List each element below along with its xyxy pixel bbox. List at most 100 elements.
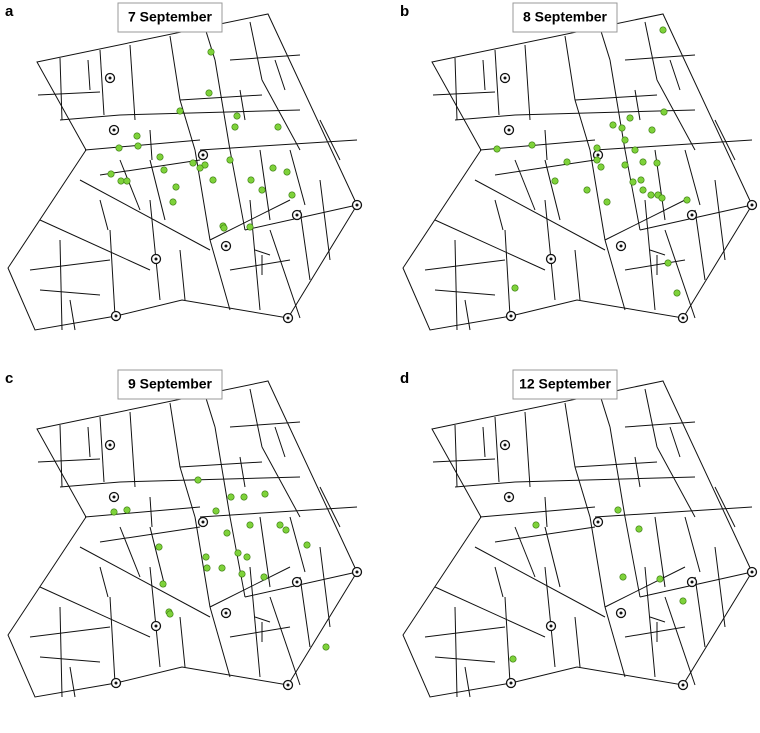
pump-center bbox=[286, 316, 290, 320]
street bbox=[239, 456, 246, 488]
street bbox=[514, 476, 696, 483]
case-dot bbox=[614, 506, 622, 514]
street bbox=[319, 179, 331, 261]
street bbox=[574, 616, 581, 668]
street bbox=[249, 199, 261, 311]
street bbox=[179, 99, 196, 151]
pump-center bbox=[596, 520, 600, 524]
case-dot bbox=[207, 48, 215, 56]
street bbox=[664, 596, 696, 686]
case-dot bbox=[233, 112, 241, 120]
map-outline bbox=[402, 13, 753, 331]
street bbox=[199, 506, 358, 518]
street bbox=[609, 59, 626, 151]
street bbox=[669, 59, 681, 91]
street bbox=[259, 516, 271, 588]
title-box bbox=[117, 369, 223, 400]
case-dot bbox=[134, 142, 142, 150]
street bbox=[664, 229, 696, 319]
case-dot bbox=[258, 186, 266, 194]
case-dot bbox=[226, 156, 234, 164]
title-box bbox=[117, 2, 223, 33]
case-dot bbox=[123, 506, 131, 514]
pump-center bbox=[224, 244, 228, 248]
street bbox=[59, 481, 121, 488]
street bbox=[494, 49, 500, 116]
case-dot bbox=[203, 564, 211, 572]
street bbox=[209, 606, 231, 678]
case-dot bbox=[619, 573, 627, 581]
street bbox=[604, 199, 686, 241]
street bbox=[299, 576, 311, 648]
street bbox=[109, 596, 116, 684]
pump-center bbox=[108, 443, 112, 447]
case-dot bbox=[683, 196, 691, 204]
street bbox=[149, 526, 166, 588]
pump-center bbox=[286, 683, 290, 687]
street bbox=[624, 421, 696, 428]
street bbox=[589, 516, 606, 608]
street bbox=[149, 566, 161, 668]
case-dot bbox=[609, 121, 617, 129]
street bbox=[99, 416, 105, 483]
case-dot bbox=[673, 289, 681, 297]
pump-center bbox=[201, 520, 205, 524]
street bbox=[432, 458, 496, 463]
street bbox=[524, 44, 531, 121]
case-dot bbox=[322, 643, 330, 651]
street bbox=[229, 626, 291, 638]
case-dot bbox=[123, 177, 131, 185]
case-dot bbox=[593, 144, 601, 152]
case-dot bbox=[597, 163, 605, 171]
pump-center bbox=[690, 213, 694, 217]
pump-center bbox=[619, 244, 623, 248]
street bbox=[84, 139, 201, 151]
case-dot bbox=[282, 526, 290, 534]
map-panel: 7 September a bbox=[5, 2, 363, 331]
case-dot bbox=[660, 108, 668, 116]
street bbox=[609, 426, 626, 518]
street bbox=[289, 516, 306, 573]
street bbox=[59, 57, 63, 121]
pump-center bbox=[114, 681, 118, 685]
case-dot bbox=[639, 186, 647, 194]
street bbox=[684, 149, 701, 206]
case-dot bbox=[656, 575, 664, 583]
street bbox=[494, 199, 504, 231]
street bbox=[229, 421, 301, 428]
street bbox=[434, 586, 546, 638]
street bbox=[204, 27, 216, 61]
street bbox=[149, 129, 153, 161]
panel-title: 12 September bbox=[519, 376, 611, 392]
street bbox=[39, 219, 151, 271]
case-dot bbox=[288, 191, 296, 199]
pump-center bbox=[154, 257, 158, 261]
street bbox=[229, 259, 291, 271]
street bbox=[99, 526, 201, 543]
street bbox=[289, 149, 306, 206]
street bbox=[179, 94, 263, 101]
case-dot bbox=[629, 178, 637, 186]
street bbox=[714, 179, 726, 261]
street bbox=[644, 388, 658, 448]
case-dot bbox=[493, 145, 501, 153]
pump-center bbox=[112, 495, 116, 499]
street bbox=[694, 209, 706, 281]
street bbox=[169, 35, 181, 101]
pump-center bbox=[509, 314, 513, 318]
street bbox=[59, 114, 121, 121]
street bbox=[669, 426, 681, 458]
pump-center bbox=[507, 128, 511, 132]
street bbox=[229, 149, 246, 231]
street bbox=[634, 456, 641, 488]
street bbox=[119, 109, 301, 116]
case-dot bbox=[194, 476, 202, 484]
street bbox=[109, 229, 116, 317]
panel-title: 9 September bbox=[128, 376, 213, 392]
pump-center bbox=[114, 314, 118, 318]
case-dot bbox=[261, 490, 269, 498]
case-dot bbox=[631, 146, 639, 154]
street bbox=[274, 426, 286, 458]
case-dot bbox=[276, 521, 284, 529]
pump-center bbox=[112, 128, 116, 132]
